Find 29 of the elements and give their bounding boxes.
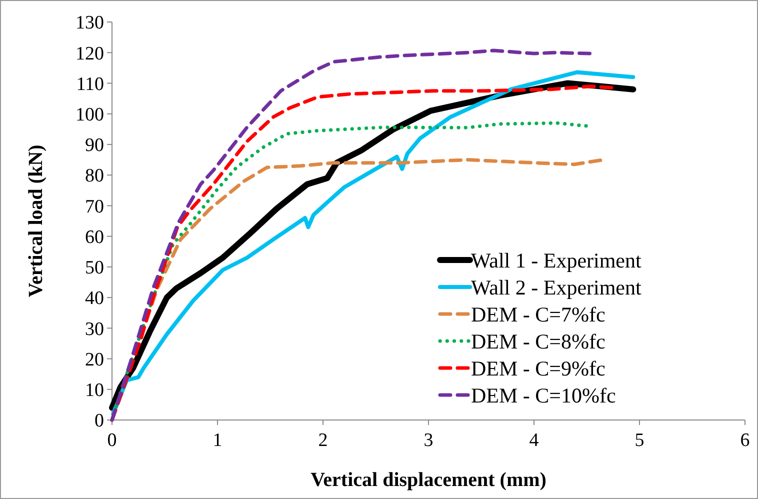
y-tick-label: 120: [76, 43, 104, 64]
x-tick-label: 2: [318, 430, 328, 451]
y-axis-title: Vertical load (kN): [25, 144, 47, 298]
legend-label: Wall 1 - Experiment: [471, 248, 642, 272]
y-tick-label: 100: [76, 104, 104, 126]
x-tick-label: 3: [424, 430, 434, 451]
y-tick-label: 50: [85, 258, 104, 279]
x-tick-label: 1: [212, 430, 222, 451]
legend-label: DEM - C=8%fc: [471, 329, 606, 354]
y-tick-label: 0: [94, 410, 104, 432]
y-tick-label: 60: [85, 226, 104, 248]
y-tick-label: 70: [85, 196, 104, 218]
y-tick-label: 40: [85, 288, 104, 310]
legend-label: DEM - C=9%fc: [471, 356, 606, 380]
x-axis-title: Vertical displacement (mm): [310, 469, 546, 491]
x-tick-label: 5: [634, 430, 644, 451]
x-tick-label: 0: [107, 430, 117, 451]
legend-label: Wall 2 - Experiment: [471, 275, 642, 300]
x-tick-label: 4: [529, 430, 540, 451]
y-tick-label: 90: [85, 135, 104, 156]
y-tick-label: 30: [85, 318, 104, 340]
legend-label: DEM - C=10%fc: [471, 383, 616, 408]
y-tick-label: 20: [85, 349, 104, 370]
x-tick-label: 6: [740, 430, 750, 451]
y-tick-label: 110: [76, 74, 104, 95]
y-tick-label: 130: [76, 12, 104, 34]
legend-label: DEM - C=7%fc: [471, 302, 606, 326]
y-tick-label: 10: [85, 380, 104, 402]
y-tick-label: 80: [85, 166, 104, 187]
